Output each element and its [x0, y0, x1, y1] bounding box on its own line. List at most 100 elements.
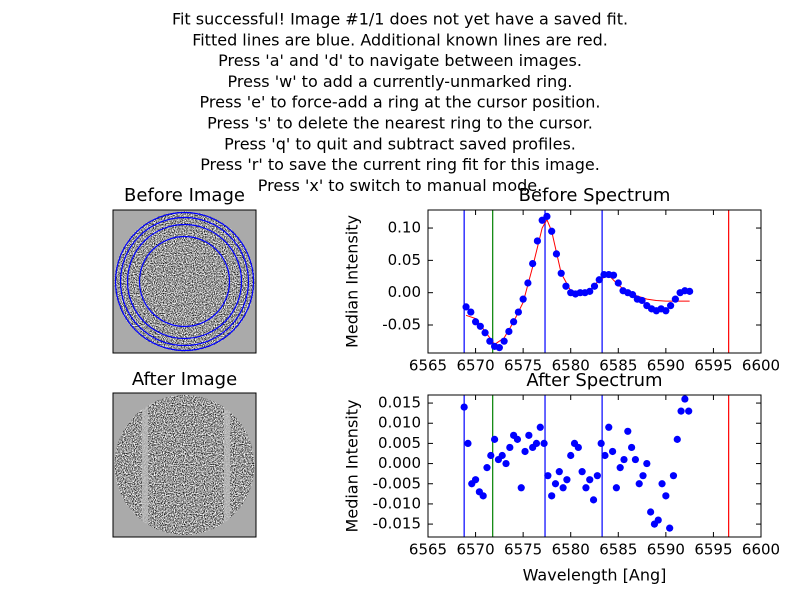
data-point — [464, 439, 472, 448]
data-point — [491, 435, 499, 443]
data-point — [586, 287, 594, 295]
data-point — [521, 447, 529, 456]
y-axis-label: Median Intensity — [343, 400, 362, 533]
data-point — [666, 524, 674, 532]
data-point — [517, 484, 525, 492]
y-tick-label: 0.05 — [388, 251, 421, 269]
data-point — [601, 451, 609, 460]
data-point — [500, 337, 508, 345]
data-point — [673, 435, 681, 443]
chart-title: Before Spectrum — [519, 185, 671, 206]
y-tick-label: -0.005 — [373, 474, 421, 492]
y-tick-label: -0.05 — [382, 316, 421, 334]
chart-title: After Spectrum — [526, 370, 662, 391]
data-point — [498, 451, 506, 460]
data-point — [524, 279, 532, 287]
image-title: Before Image — [124, 185, 245, 206]
data-point — [654, 516, 662, 524]
instruction-line: Press 'e' to force-add a ring at the cur… — [200, 93, 601, 112]
x-tick-label: 6590 — [647, 541, 685, 559]
data-point — [605, 423, 613, 431]
x-tick-label: 6580 — [552, 357, 590, 375]
data-point — [589, 496, 598, 504]
data-point — [667, 302, 675, 310]
plot-clip-group — [462, 210, 730, 353]
data-point — [582, 484, 590, 492]
data-point — [671, 295, 679, 303]
x-tick-label: 6595 — [694, 357, 732, 375]
data-point — [593, 472, 601, 480]
data-point — [635, 480, 643, 488]
data-point — [608, 447, 617, 456]
data-point — [519, 295, 527, 303]
instructions: Fit successful! Image #1/1 does not yet … — [172, 10, 628, 195]
data-point — [462, 303, 470, 311]
data-point — [548, 227, 556, 235]
x-tick-label: 6575 — [504, 357, 542, 375]
data-point — [681, 395, 689, 403]
data-point — [638, 296, 646, 305]
image-frame — [112, 209, 257, 354]
data-point — [543, 212, 551, 221]
axes-frame — [427, 209, 762, 354]
data-point — [536, 423, 544, 431]
x-tick-label: 6565 — [409, 357, 447, 375]
data-point — [628, 291, 637, 299]
data-point — [595, 276, 603, 284]
instruction-line: Press 'q' to quit and subtract saved pro… — [224, 134, 576, 153]
data-point — [552, 250, 561, 258]
data-point — [624, 427, 632, 435]
fitted-rings — [114, 211, 255, 352]
x-tick-label: 6600 — [742, 541, 780, 559]
data-point — [479, 492, 487, 500]
data-point — [609, 271, 618, 279]
data-point — [639, 472, 647, 480]
data-point — [548, 492, 556, 500]
image-frame — [112, 392, 257, 538]
data-point — [586, 476, 594, 484]
x-tick-label: 6570 — [456, 541, 494, 559]
data-point — [460, 403, 468, 411]
fit-line — [465, 218, 690, 346]
data-point — [628, 443, 636, 452]
instruction-line: Press 'r' to save the current ring fit f… — [200, 155, 600, 174]
data-point — [616, 464, 624, 472]
data-point — [590, 282, 599, 290]
data-point — [574, 443, 582, 452]
data-point — [506, 443, 514, 452]
data-point — [647, 508, 655, 516]
data-point — [551, 480, 560, 488]
before-image: Before Image — [112, 185, 257, 354]
x-tick-label: 6600 — [742, 357, 780, 375]
data-point — [555, 468, 563, 476]
x-tick-label: 6575 — [504, 541, 542, 559]
x-tick-label: 6585 — [599, 541, 637, 559]
data-point — [510, 318, 518, 326]
image-content — [114, 395, 255, 535]
data-point — [658, 480, 666, 488]
data-point — [481, 329, 489, 337]
data-point — [476, 322, 484, 330]
instruction-line: Press 'w' to add a currently-unmarked ri… — [228, 72, 573, 91]
data-point — [502, 459, 510, 468]
data-point — [471, 476, 480, 484]
x-tick-label: 6595 — [694, 541, 732, 559]
y-tick-label: 0.000 — [378, 454, 421, 472]
data-point — [483, 464, 491, 472]
y-tick-label: -0.015 — [373, 515, 421, 533]
y-tick-label: 0.00 — [388, 283, 421, 301]
image-title: After Image — [132, 369, 237, 390]
x-tick-label: 6580 — [552, 541, 590, 559]
data-point — [643, 459, 651, 468]
data-point — [578, 468, 586, 476]
y-axis-label: Median Intensity — [343, 215, 362, 348]
instruction-line: Press 'a' and 'd' to navigate between im… — [218, 51, 582, 70]
data-point — [685, 407, 693, 415]
data-point — [538, 216, 546, 224]
y-tick-label: 0.015 — [378, 394, 421, 412]
instruction-line: Fitted lines are blue. Additional known … — [192, 30, 608, 49]
data-point — [597, 439, 605, 448]
after-image: After Image — [112, 369, 257, 538]
data-point — [495, 344, 503, 352]
